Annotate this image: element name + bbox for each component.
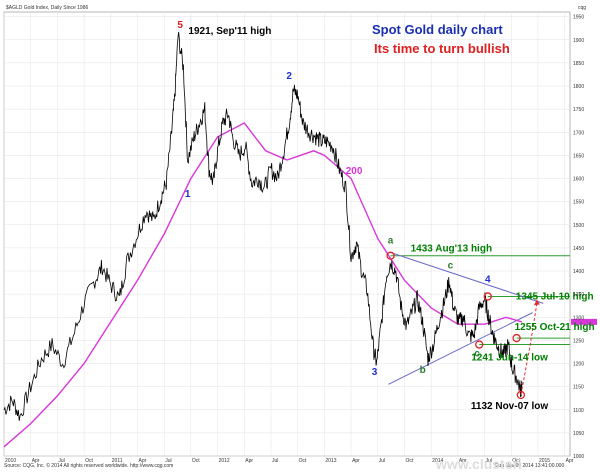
projection-arrowhead bbox=[533, 299, 540, 306]
x-tick-label: Oct bbox=[192, 458, 200, 464]
wave-label: 4 bbox=[485, 275, 491, 286]
y-tick-label: 1800 bbox=[573, 84, 584, 90]
pivot-circle bbox=[516, 390, 526, 400]
y-tick-label: 1750 bbox=[573, 107, 584, 113]
annotation-label: 1132 Nov-07 low bbox=[471, 401, 548, 412]
annotation-label: 1255 Oct-21 high bbox=[515, 322, 595, 333]
y-tick-label: 1050 bbox=[573, 431, 584, 437]
x-tick-label: Jul bbox=[379, 458, 385, 464]
wave-label: 2 bbox=[286, 71, 292, 82]
moving-average-layer: 200 bbox=[3, 122, 523, 448]
x-tick-label: Apr bbox=[138, 458, 146, 464]
pivot-circle bbox=[475, 340, 484, 349]
logo-text: cqg bbox=[578, 5, 586, 11]
wave-label: a bbox=[388, 235, 394, 246]
y-tick-label: 1600 bbox=[573, 177, 584, 183]
chart-subtitle: Its time to turn bullish bbox=[374, 41, 510, 56]
y-tick-label: 1200 bbox=[573, 362, 584, 368]
ticker-text: $AGLD Gold Index, Daily Since 1986 bbox=[6, 5, 88, 11]
wave-label: c bbox=[448, 261, 454, 272]
pivot-circle bbox=[483, 292, 492, 301]
y-tick-label: 1400 bbox=[573, 269, 584, 275]
x-tick-label: Apr bbox=[32, 458, 40, 464]
y-tick-label: 1450 bbox=[573, 246, 584, 252]
current-price-marker bbox=[571, 318, 597, 325]
y-tick-label: 1950 bbox=[573, 15, 584, 21]
x-tick-label: Apr bbox=[566, 458, 574, 464]
wave-label: 3 bbox=[372, 367, 378, 378]
y-tick-label: 1850 bbox=[573, 61, 584, 67]
wave-label-layer: 1 2 3 4 5 a b c c bbox=[177, 20, 491, 378]
watermark-text: www.clusteri bbox=[435, 456, 522, 472]
trendline bbox=[390, 252, 544, 304]
x-tick-label: Apr bbox=[245, 458, 253, 464]
y-tick-label: 1500 bbox=[573, 223, 584, 229]
y-tick-label: 1000 bbox=[573, 454, 584, 460]
x-tick-label: 2012 bbox=[219, 458, 230, 464]
y-tick-label: 1100 bbox=[573, 408, 584, 414]
annotation-layer: 1921, Sep'11 high 1433 Aug'13 high 1345 Ju… bbox=[188, 26, 594, 412]
wave-label: 5 bbox=[177, 20, 183, 31]
moving-average-label: 200 bbox=[346, 166, 363, 177]
annotation-label: 1433 Aug'13 high bbox=[411, 244, 492, 255]
x-tick-label: Apr bbox=[352, 458, 360, 464]
timestamp-text: Sun Nov 09 2014 13:41:00.000 bbox=[495, 463, 564, 469]
projection-layer bbox=[520, 299, 597, 395]
circle-layer bbox=[386, 251, 526, 400]
x-tick-label: Oct bbox=[85, 458, 93, 464]
wave-label: c bbox=[474, 349, 480, 360]
x-tick-label: Oct bbox=[405, 458, 413, 464]
trendline bbox=[388, 312, 533, 385]
pivot-circle bbox=[512, 333, 521, 343]
x-axis-layer: 2010 Apr Jul Oct 2011 Apr Jul Oct 2012 Apr Jul Oct 2… bbox=[5, 458, 574, 464]
pivot-circle bbox=[386, 251, 395, 260]
x-tick-label: Oct bbox=[512, 458, 520, 464]
y-axis-layer: 1000 1050 1100 1150 1200 1250 1300 1350 1400 1450… bbox=[573, 15, 584, 460]
x-tick-label: Apr bbox=[459, 458, 467, 464]
x-tick-label: Oct bbox=[299, 458, 307, 464]
y-tick-label: 1300 bbox=[573, 315, 584, 321]
annotation-label: 1241 Jun-14 low bbox=[471, 353, 548, 364]
x-tick-label: Jul bbox=[58, 458, 64, 464]
y-tick-label: 1650 bbox=[573, 153, 584, 159]
y-tick-label: 1700 bbox=[573, 130, 584, 136]
trend-layer bbox=[388, 252, 544, 385]
annotation-label: 1921, Sep'11 high bbox=[188, 26, 271, 37]
x-tick-label: 2015 bbox=[539, 458, 550, 464]
chart-title: Spot Gold daily chart bbox=[372, 22, 503, 37]
annotation-label: 1345 Jul-10 high bbox=[516, 291, 594, 302]
x-tick-label: 2013 bbox=[325, 458, 336, 464]
wave-label: 1 bbox=[185, 189, 191, 200]
x-tick-label: 2010 bbox=[5, 458, 16, 464]
price-layer bbox=[3, 31, 523, 421]
x-tick-label: Jul bbox=[165, 458, 171, 464]
x-tick-label: 2014 bbox=[432, 458, 443, 464]
level-layer bbox=[390, 255, 570, 346]
moving-average-line bbox=[3, 122, 523, 448]
y-tick-label: 1250 bbox=[573, 338, 584, 344]
source-text: Source: CQG, Inc. © 2014 All rights rese… bbox=[4, 462, 173, 469]
x-tick-label: Jul bbox=[272, 458, 278, 464]
wave-label: b bbox=[420, 365, 426, 376]
y-tick-label: 1150 bbox=[573, 385, 584, 391]
x-tick-label: 2011 bbox=[112, 458, 123, 464]
projection-line bbox=[520, 303, 538, 395]
y-tick-label: 1350 bbox=[573, 292, 584, 298]
y-tick-label: 1900 bbox=[573, 38, 584, 44]
x-tick-label: Jul bbox=[486, 458, 492, 464]
y-tick-label: 1550 bbox=[573, 200, 584, 206]
price-line bbox=[3, 31, 523, 421]
